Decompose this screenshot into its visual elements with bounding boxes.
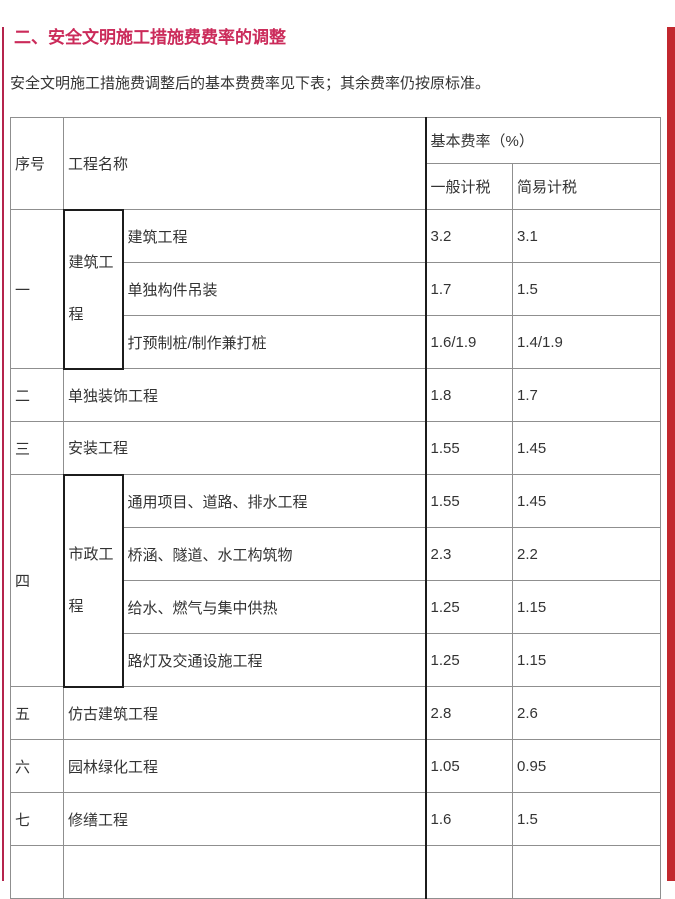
fee-table-body: 一建筑工程 建筑工程 3.2 3.1 单独构件吊装 1.7 1.5 打预制桩/制作兼打桩 1.6…	[10, 208, 662, 899]
item-name-cell: 建筑工程	[121, 209, 427, 263]
rate-simple-cell: 1.7	[512, 368, 662, 422]
table-row-partial	[10, 845, 662, 899]
rate-simple-cell: 0.95	[512, 739, 662, 793]
rate-general-cell: 3.2	[424, 209, 514, 263]
item-name-cell	[62, 845, 427, 899]
table-row: 七修缮工程 1.6 1.5	[10, 792, 662, 846]
item-name-cell: 安装工程	[62, 421, 427, 475]
rate-general-cell: 2.8	[424, 686, 514, 740]
item-name-cell: 桥涵、隧道、水工构筑物	[121, 527, 427, 581]
header-name-cell: 工程名称	[62, 117, 427, 210]
row-index-cell: 六	[10, 739, 64, 793]
rate-simple-cell: 1.5	[512, 262, 662, 316]
item-name-cell: 园林绿化工程	[62, 739, 427, 793]
table-row: 六园林绿化工程 1.05 0.95	[10, 739, 662, 793]
table-row: 打预制桩/制作兼打桩 1.6/1.9 1.4/1.9	[11, 315, 662, 369]
header-row-1: 序号 工程名称 基本费率（%）	[10, 117, 662, 210]
rate-simple-cell: 1.4/1.9	[512, 315, 662, 369]
rate-simple-cell	[512, 845, 662, 899]
fee-table-header: 序号 工程名称 基本费率（%） 一般计税 简易计税	[10, 117, 662, 210]
table-row: 二单独装饰工程 1.8 1.7	[10, 368, 662, 422]
header-row-2: 一般计税 简易计税	[11, 163, 662, 210]
row-index-cell: 四	[10, 474, 64, 687]
item-name-cell: 修缮工程	[62, 792, 427, 846]
category-cell: 市政工程	[62, 473, 124, 688]
rate-simple-cell: 2.6	[512, 686, 662, 740]
rate-simple-cell: 2.2	[512, 527, 662, 581]
header-index-cell: 序号	[10, 117, 64, 210]
rate-general-cell: 1.7	[424, 262, 514, 316]
rate-general-cell: 2.3	[424, 527, 514, 581]
rate-simple-cell: 1.45	[512, 474, 662, 528]
row-index-cell: 一	[10, 209, 64, 369]
section-title: 二、安全文明施工措施费费率的调整	[14, 28, 286, 47]
table-row: 三安装工程 1.55 1.45	[10, 421, 662, 475]
rate-general-cell: 1.6/1.9	[424, 315, 514, 369]
table-row: 桥涵、隧道、水工构筑物 2.3 2.2	[11, 527, 662, 581]
table-row: 五仿古建筑工程 2.8 2.6	[10, 686, 662, 740]
rate-general-cell: 1.25	[424, 580, 514, 634]
header-rate-group-cell: 基本费率（%）	[424, 117, 662, 164]
table-row: 单独构件吊装 1.7 1.5	[11, 262, 662, 316]
rate-general-cell: 1.25	[424, 633, 514, 687]
item-name-cell: 通用项目、道路、排水工程	[121, 474, 427, 528]
table-row: 给水、燃气与集中供热 1.25 1.15	[11, 580, 662, 634]
rate-simple-cell: 1.15	[512, 580, 662, 634]
table-row: 四市政工程 通用项目、道路、排水工程 1.55 1.45	[10, 473, 662, 688]
table-row: 路灯及交通设施工程 1.25 1.15	[11, 633, 662, 687]
rate-simple-cell: 1.45	[512, 421, 662, 475]
item-name-cell: 单独构件吊装	[121, 262, 427, 316]
table-row: 一建筑工程 建筑工程 3.2 3.1	[10, 208, 662, 370]
rate-general-cell	[424, 845, 514, 899]
item-name-cell: 单独装饰工程	[62, 368, 427, 422]
rate-general-cell: 1.8	[424, 368, 514, 422]
rate-general-cell: 1.55	[424, 474, 514, 528]
row-index-cell: 七	[10, 792, 64, 846]
item-name-cell: 打预制桩/制作兼打桩	[121, 315, 427, 369]
item-name-cell: 仿古建筑工程	[62, 686, 427, 740]
rate-general-cell: 1.05	[424, 739, 514, 793]
item-name-cell: 路灯及交通设施工程	[121, 633, 427, 687]
row-index-cell: 三	[10, 421, 64, 475]
row-index-cell: 五	[10, 686, 64, 740]
left-accent-line	[2, 27, 4, 881]
header-rate-general-cell: 一般计税	[424, 163, 514, 210]
rate-simple-cell: 3.1	[512, 209, 662, 263]
right-accent-bar	[667, 27, 675, 881]
rate-simple-cell: 1.5	[512, 792, 662, 846]
header-rate-simple-cell: 简易计税	[512, 163, 662, 210]
rate-general-cell: 1.55	[424, 421, 514, 475]
item-name-cell: 给水、燃气与集中供热	[121, 580, 427, 634]
rate-general-cell: 1.6	[424, 792, 514, 846]
rate-simple-cell: 1.15	[512, 633, 662, 687]
intro-paragraph: 安全文明施工措施费调整后的基本费费率见下表；其余费率仍按原标准。	[10, 75, 491, 92]
category-cell: 建筑工程	[62, 208, 124, 370]
row-index-cell: 二	[10, 368, 64, 422]
row-index-cell	[10, 845, 64, 899]
fee-rate-table: 序号 工程名称 基本费率（%） 一般计税 简易计税 一建筑工程 建筑工程 3.2 3.…	[10, 117, 662, 899]
